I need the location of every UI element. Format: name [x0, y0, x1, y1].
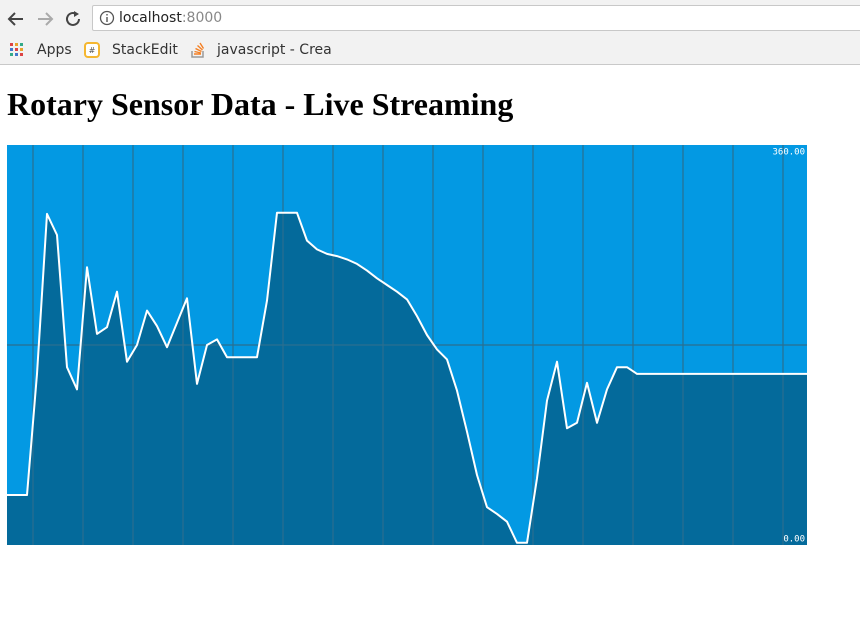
url-host: localhost	[119, 10, 182, 26]
area-fill	[7, 212, 807, 545]
reload-arrow	[74, 11, 79, 17]
page-title: Rotary Sensor Data - Live Streaming	[7, 86, 514, 122]
apps-icon	[10, 43, 23, 56]
stackoverflow-icon	[191, 42, 205, 58]
y-tick-label: 0.00	[783, 535, 805, 545]
bookmark[interactable]: javascript - Crea	[217, 42, 332, 58]
bookmark[interactable]: StackEdit	[112, 42, 178, 58]
address-bar[interactable]: localhost:8000	[92, 5, 860, 31]
stackedit-icon: #	[84, 42, 100, 58]
nav-buttons[interactable]	[0, 0, 90, 37]
y-tick-label: 360.00	[772, 148, 805, 158]
svg-text:#: #	[89, 46, 96, 55]
back[interactable]	[7, 12, 23, 26]
info-icon[interactable]	[99, 10, 115, 26]
toolbar: localhost:8000	[0, 0, 860, 37]
line	[7, 211, 807, 544]
reload[interactable]	[66, 11, 80, 26]
bookmark[interactable]: Apps	[37, 42, 72, 58]
url[interactable]: localhost:8000	[119, 10, 222, 26]
chart: 0.00 360.00	[7, 145, 807, 545]
url-port: :8000	[181, 10, 223, 26]
forward[interactable]	[38, 12, 54, 26]
bookmarks-bar: Apps # StackEdit javascript - Crea	[0, 37, 860, 65]
